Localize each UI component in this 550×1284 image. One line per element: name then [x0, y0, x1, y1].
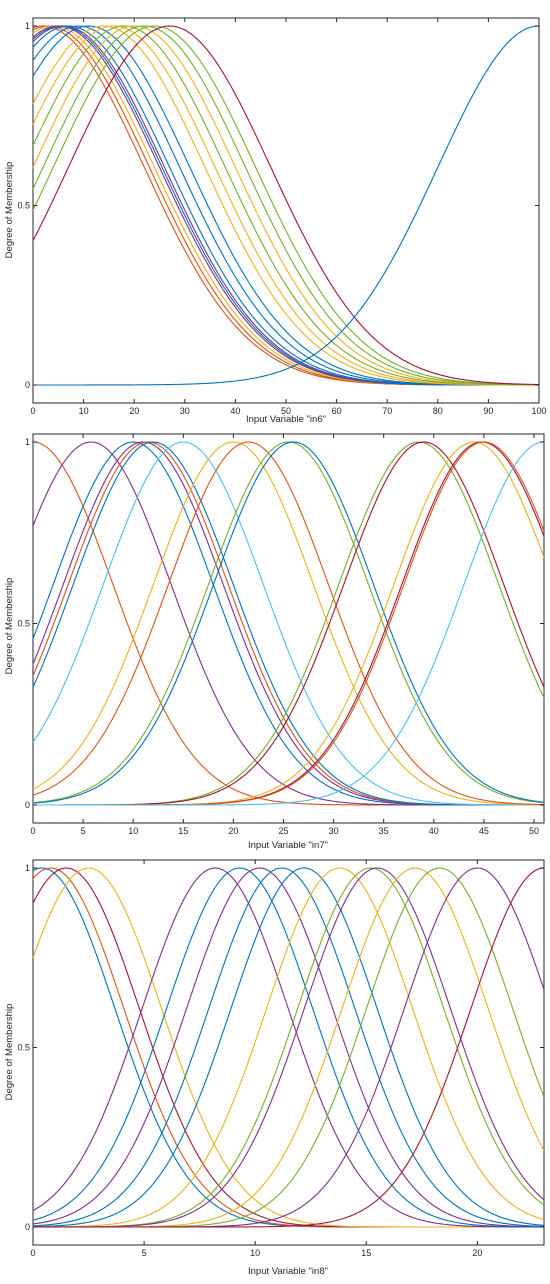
membership-curves-in6: [32, 25, 540, 386]
y-tick-label: 0.5: [17, 201, 30, 211]
x-tick-label: 10: [79, 406, 89, 416]
mf-curve-in7-11: [32, 441, 545, 804]
plot-area-in8: [32, 859, 545, 1246]
x-tick-label: 25: [278, 826, 288, 836]
mf-curve-in7-9: [32, 441, 545, 806]
x-tick-label: 0: [30, 406, 35, 416]
x-tick-label: 30: [180, 406, 190, 416]
y-axis-label-in6: Degree of Membership: [4, 162, 15, 259]
mf-curve-in8-4: [32, 867, 544, 1228]
mf-curve-in6-15: [32, 25, 540, 386]
x-axis-label-in6: Input Variable "in6": [246, 414, 326, 425]
membership-plot-in6: 0 10 20 30 40 50 60 70 80 90 100 00.51 Input Varia…: [4, 17, 547, 425]
x-tick-label: 20: [472, 1248, 482, 1258]
mf-curve-in8-7: [32, 867, 545, 1228]
x-tick-label: 40: [230, 406, 240, 416]
y-tick-label: 0: [25, 1222, 30, 1232]
x-axis-label-in7: Input Variable "in7": [248, 840, 328, 851]
mf-curve-in8-9: [32, 867, 545, 1228]
x-tick-label: 0: [30, 826, 35, 836]
membership-curves-in7: [32, 441, 545, 806]
y-axis-ticks-in7: 00.51: [17, 437, 544, 810]
membership-plot-in8: 0 5 10 15 20 00.51 Input Variable "in8" Degr…: [4, 859, 545, 1277]
mf-curve-in6-14: [32, 25, 540, 386]
x-tick-label: 60: [332, 406, 342, 416]
x-tick-label: 15: [178, 826, 188, 836]
y-tick-label: 0: [25, 800, 30, 810]
plot-area-in7: [32, 433, 545, 824]
mf-curve-in6-16: [32, 25, 540, 386]
y-tick-label: 0.5: [17, 619, 30, 629]
x-tick-label: 10: [250, 1248, 260, 1258]
membership-plot-in7: 0 5 10 15 20 25 30 35 40 45 50 00.51 Input Variabl…: [4, 433, 545, 851]
y-axis-ticks-in6: 00.51: [17, 21, 539, 390]
mf-curve-in8-8: [32, 867, 545, 1227]
y-tick-label: 1: [25, 21, 30, 31]
x-tick-label: 100: [531, 406, 546, 416]
mf-curve-in6-13: [32, 25, 540, 386]
y-tick-label: 1: [25, 437, 30, 447]
x-axis-ticks-in8: 0 5 10 15 20: [30, 860, 482, 1258]
x-tick-label: 35: [379, 826, 389, 836]
x-tick-label: 80: [433, 406, 443, 416]
mf-curve-in8-12: [33, 867, 545, 1228]
mf-curve-in8-10: [33, 867, 545, 1228]
mf-curve-in8-5: [32, 867, 544, 1228]
x-axis-label-in8: Input Variable "in8": [248, 1266, 328, 1277]
y-axis-label-in8: Degree of Membership: [4, 1004, 15, 1101]
mf-curve-in7-17: [33, 441, 545, 806]
x-tick-label: 5: [81, 826, 86, 836]
x-tick-label: 40: [429, 826, 439, 836]
x-tick-label: 90: [483, 406, 493, 416]
y-tick-label: 0: [25, 380, 30, 390]
x-tick-label: 15: [361, 1248, 371, 1258]
x-tick-label: 5: [142, 1248, 147, 1258]
mf-curve-in7-10: [32, 441, 545, 804]
y-axis-ticks-in8: 00.51: [17, 863, 544, 1232]
x-axis-ticks-in7: 0 5 10 15 20 25 30 35 40 45 50: [30, 434, 539, 836]
x-tick-label: 70: [382, 406, 392, 416]
x-tick-label: 10: [128, 826, 138, 836]
x-tick-label: 20: [129, 406, 139, 416]
x-tick-label: 20: [228, 826, 238, 836]
mf-curve-in6-17: [33, 25, 540, 386]
x-tick-label: 30: [329, 826, 339, 836]
x-tick-label: 50: [281, 406, 291, 416]
mf-curve-in6-12: [32, 25, 540, 386]
y-axis-label-in7: Degree of Membership: [4, 578, 15, 675]
x-tick-label: 45: [479, 826, 489, 836]
x-tick-label: 50: [529, 826, 539, 836]
y-tick-label: 0.5: [17, 1043, 30, 1053]
mf-curve-in8-16: [33, 867, 545, 1228]
x-tick-label: 0: [30, 1248, 35, 1258]
mf-curve-in7-8: [32, 441, 545, 806]
x-axis-ticks-in6: 0 10 20 30 40 50 60 70 80 90 100: [30, 18, 547, 416]
mf-curve-in8-6: [32, 867, 545, 1228]
mf-curve-in7-7: [32, 441, 545, 806]
y-tick-label: 1: [25, 863, 30, 873]
membership-curves-in8: [32, 867, 545, 1228]
